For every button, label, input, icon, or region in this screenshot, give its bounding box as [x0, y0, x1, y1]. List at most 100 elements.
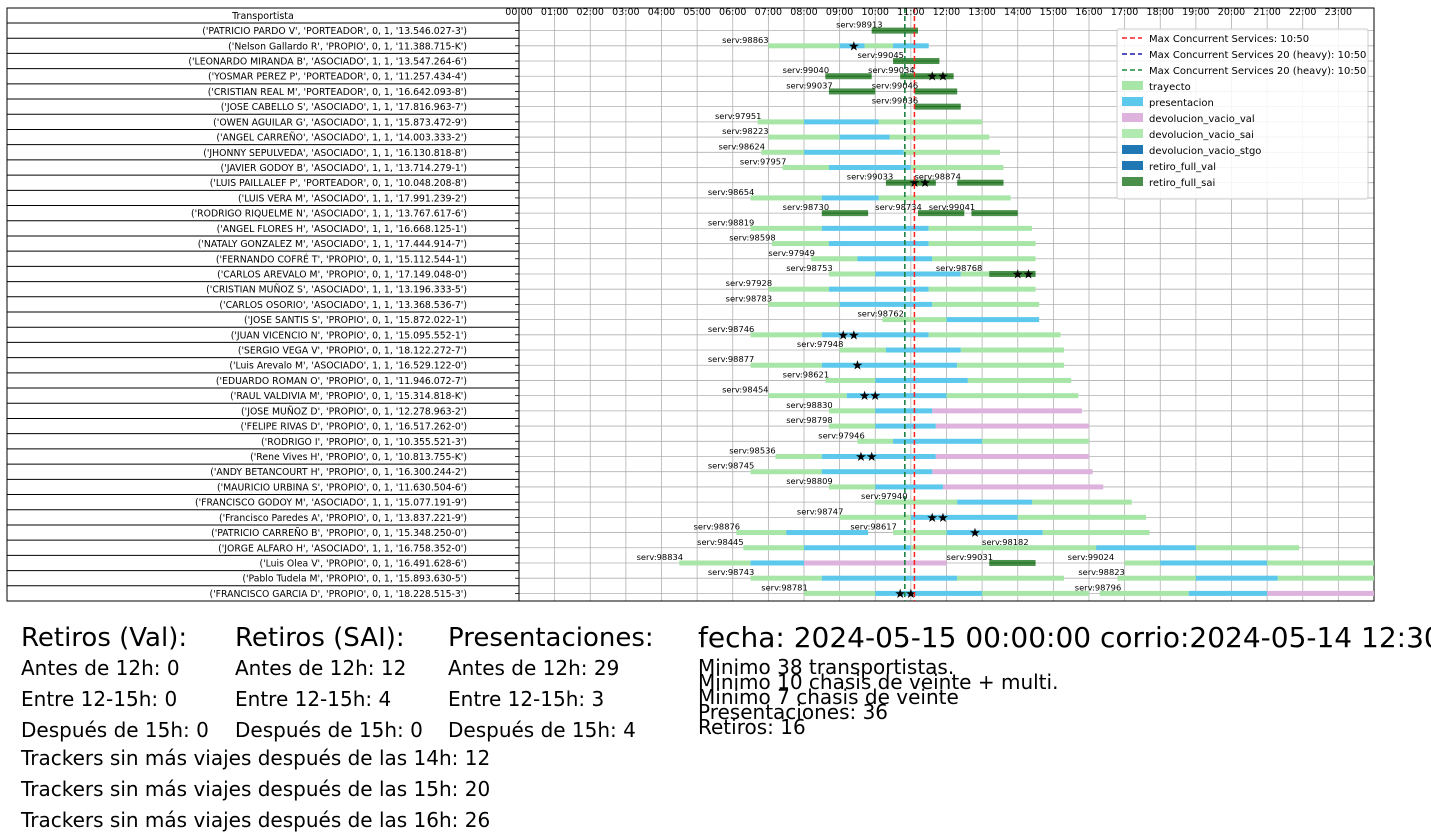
- bar-trayecto: [768, 134, 840, 140]
- row-label: ('FELIPE RIVAS D', 'PROPIO', 0, 1, '16.5…: [240, 422, 467, 433]
- star-marker: ★: [869, 389, 881, 404]
- service-annotation: serv:98730: [783, 202, 829, 212]
- bar-presentacion: [750, 560, 804, 566]
- service-annotation: serv:98753: [786, 263, 832, 273]
- service-annotation: serv:98796: [1075, 582, 1121, 592]
- star-marker: ★: [859, 389, 871, 404]
- service-annotation: serv:98745: [708, 461, 754, 471]
- retiros-sai-title: Retiros (SAI):: [235, 623, 405, 653]
- bar-presentacion: [893, 438, 983, 444]
- row-label: ('CRISTIAN MUÑOZ S', 'ASOCIADO', 1, 1, '…: [206, 285, 467, 296]
- bar-trayecto: [828, 423, 876, 429]
- presentaciones-summary: Presentaciones: Antes de 12h: 29 Entre 1…: [448, 623, 654, 746]
- bar-trayecto: [750, 575, 822, 581]
- service-annotation: serv:99024: [1068, 552, 1114, 562]
- info-retiros: Retiros: 16: [698, 715, 806, 739]
- bar-trayecto: [982, 590, 1089, 596]
- star-marker: ★: [919, 176, 931, 191]
- legend: Max Concurrent Services: 10:50 Max Concur…: [1116, 28, 1369, 200]
- bar-trayecto: [736, 530, 787, 536]
- run-info: fecha: 2024-05-15 00:00:00 corrio:2024-0…: [698, 623, 1431, 739]
- x-tick-label: 19:00: [1182, 7, 1209, 18]
- legend-patch-swatch: [1122, 81, 1143, 90]
- x-tick-label: 01:00: [541, 7, 568, 18]
- row-label: ('PATRICIO PARDO V', 'PORTEADOR', 0, 1, …: [202, 26, 467, 37]
- service-annotation: serv:99041: [929, 202, 975, 212]
- bar-trayecto: [679, 560, 751, 566]
- x-tick-label: 05:00: [683, 7, 710, 18]
- bar-trayecto: [1032, 499, 1132, 505]
- bar-trayecto: [957, 575, 1065, 581]
- row-label: ('JOSE CABELLO S', 'ASOCIADO', 1, 1, '17…: [221, 102, 467, 113]
- bar-presentacion: [875, 377, 968, 383]
- bar-devolucion_vacio_val: [1267, 590, 1374, 596]
- x-tick-label: 10:00: [862, 7, 889, 18]
- star-marker: ★: [866, 450, 878, 465]
- bar-trayecto: [903, 149, 1000, 155]
- row-label: ('JOSE SANTIS S', 'PROPIO', 0, 1, '15.87…: [244, 315, 467, 326]
- x-tick-label: 09:00: [826, 7, 853, 18]
- bar-presentacion: [839, 43, 865, 49]
- service-annotation: serv:99031: [947, 552, 993, 562]
- service-annotation: serv:99037: [786, 80, 832, 90]
- bar-presentacion: [821, 195, 879, 201]
- service-annotation: serv:99033: [847, 172, 893, 182]
- vlines-layer: [904, 8, 916, 601]
- row-label: ('JORGE ALFARO H', 'ASOCIADO', 1, 1, '16…: [218, 543, 467, 554]
- star-marker: ★: [852, 359, 864, 374]
- bar-trayecto: [946, 393, 1079, 399]
- legend-label: presentacion: [1149, 98, 1214, 109]
- bar-trayecto: [750, 332, 822, 338]
- legend-label: Max Concurrent Services 20 (heavy): 10:5…: [1149, 66, 1366, 77]
- service-annotation: serv:98877: [708, 354, 754, 364]
- x-tick-label: 23:00: [1325, 7, 1352, 18]
- row-label: ('JHONNY SEPULVEDA', 'ASOCIADO', 1, 1, '…: [203, 148, 467, 159]
- retiros-sai-before: Antes de 12h: 12: [235, 656, 407, 680]
- bar-presentacion: [875, 408, 933, 414]
- bar-trayecto: [910, 165, 1004, 170]
- row-label: ('OWEN AGUILAR G', 'ASOCIADO', 1, 1, '15…: [213, 117, 467, 128]
- bar-presentacion: [804, 119, 879, 125]
- bar-trayecto: [750, 195, 822, 201]
- bar-trayecto: [768, 393, 847, 399]
- bar-trayecto: [804, 590, 876, 596]
- bar-trayecto: [932, 256, 1036, 262]
- row-label: ('RODRIGO RIQUELME N', 'ASOCIADO', 1, 1,…: [191, 209, 467, 220]
- bar-trayecto: [1195, 545, 1300, 551]
- service-annotation: serv:98536: [729, 446, 775, 456]
- legend-label: Max Concurrent Services 20 (heavy): 10:5…: [1149, 50, 1366, 61]
- trackers-14h: Trackers sin más viajes después de las 1…: [21, 746, 491, 770]
- row-label: ('CRISTIAN REAL M', 'PORTEADOR', 0, 1, '…: [208, 87, 467, 98]
- service-annotation: serv:98913: [836, 20, 882, 30]
- star-marker: ★: [926, 70, 938, 85]
- bar-presentacion: [821, 454, 936, 459]
- bar-trayecto: [875, 499, 958, 505]
- bar-trayecto: [782, 165, 829, 170]
- star-marker: ★: [837, 328, 849, 343]
- row-label: ('FRANCISCO GODOY M', 'ASOCIADO', 1, 1, …: [195, 498, 467, 509]
- bar-presentacion: [821, 469, 933, 475]
- retiros-val-before: Antes de 12h: 0: [21, 656, 180, 680]
- service-annotation: serv:99045: [857, 50, 903, 60]
- retiros-val-after: Después de 15h: 0: [21, 718, 209, 742]
- row-label: ('ANGEL FLORES H', 'ASOCIADO', 1, 1, '16…: [217, 224, 467, 235]
- legend-patch-swatch: [1122, 161, 1143, 170]
- service-annotation: serv:99036: [872, 96, 918, 106]
- service-annotation: serv:99040: [783, 65, 829, 75]
- row-label: ('FERNANDO COFRÉ T', 'PROPIO', 0, 1, '15…: [216, 253, 467, 265]
- row-label: ('ANGEL CARREÑO', 'ASOCIADO', 1, 1, '14.…: [216, 133, 467, 144]
- legend-patch-swatch: [1122, 129, 1143, 138]
- star-marker: ★: [926, 511, 938, 526]
- service-annotation: serv:98823: [1078, 567, 1124, 577]
- star-marker: ★: [969, 526, 981, 541]
- service-annotation: serv:97946: [818, 430, 864, 440]
- star-marker: ★: [848, 328, 860, 343]
- service-annotation: serv:98819: [708, 217, 754, 227]
- x-tick-label: 11:00: [897, 7, 924, 18]
- bar-trayecto: [761, 149, 804, 155]
- bar-devolucion_vacio_val: [804, 560, 947, 566]
- bar-devolucion_vacio_val: [942, 484, 1104, 490]
- service-annotation: serv:99034: [868, 65, 914, 75]
- bar-trayecto: [864, 43, 894, 49]
- service-annotation: serv:98734: [875, 202, 921, 212]
